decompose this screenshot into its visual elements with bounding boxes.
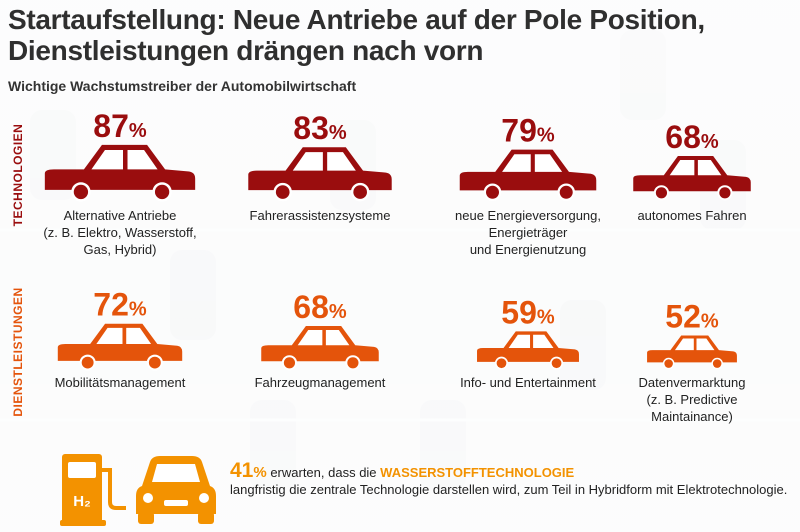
car-mark-tech-4 <box>633 156 751 201</box>
car-mark-dienst-4 <box>647 335 737 370</box>
value-label-tech-3: 79% <box>501 113 555 149</box>
car-mark-tech-2 <box>248 147 392 202</box>
category-label-tech-2: Fahrerassistenzsysteme <box>249 208 391 223</box>
value-label-tech-2: 83% <box>293 110 347 146</box>
note-text-2: langfristig die zentrale Technologie dar… <box>230 482 788 497</box>
page-title: Startaufstellung: Neue Antriebe auf der … <box>8 4 798 66</box>
car-mark-tech-3 <box>459 149 597 202</box>
hydrogen-symbol: H₂ <box>73 493 91 510</box>
value-label-dienst-1: 72% <box>93 287 147 323</box>
car-mark-dienst-3 <box>477 331 579 370</box>
value-label-dienst-2: 68% <box>293 289 347 325</box>
category-label-tech-1: Alternative Antriebe (z. B. Elektro, Wass… <box>43 208 197 257</box>
category-label-tech-4: autonomes Fahren <box>637 208 747 223</box>
car-front-icon <box>136 456 216 524</box>
category-label-dienst-4: Datenvermarktung (z. B. Predictive Maintai… <box>638 375 746 424</box>
value-label-tech-4: 68% <box>665 119 719 155</box>
fuel-pump-icon: H₂ <box>60 454 126 526</box>
car-mark-dienst-2 <box>261 326 379 371</box>
note-text-1: erwarten, dass die <box>266 465 381 480</box>
title-line-2: Dienstleistungen drängen nach vorn <box>8 35 484 66</box>
category-label-dienst-1: Mobilitätsmanagement <box>54 375 186 390</box>
note-highlight: WASSERSTOFFTECHNOLOGIE <box>380 465 575 480</box>
car-mark-tech-1 <box>44 144 196 202</box>
category-label-tech-3: neue Energieversorgung, Energieträger und … <box>455 208 601 257</box>
hydrogen-note: 41% erwarten, dass die WASSERSTOFFTECHNO… <box>230 459 790 498</box>
title-line-1: Startaufstellung: Neue Antriebe auf der … <box>8 4 705 35</box>
note-value: 41% <box>230 459 267 482</box>
category-label-dienst-3: Info- und Entertainment <box>460 375 596 390</box>
car-mark-dienst-1 <box>57 323 183 371</box>
value-label-dienst-3: 59% <box>501 294 555 330</box>
value-label-tech-1: 87% <box>93 108 147 144</box>
category-label-dienst-2: Fahrzeugmanagement <box>254 375 386 390</box>
subtitle: Wichtige Wachstumstreiber der Automobilw… <box>8 78 357 94</box>
value-label-dienst-4: 52% <box>665 298 719 334</box>
hydrogen-car-icons: H₂ <box>60 454 216 526</box>
